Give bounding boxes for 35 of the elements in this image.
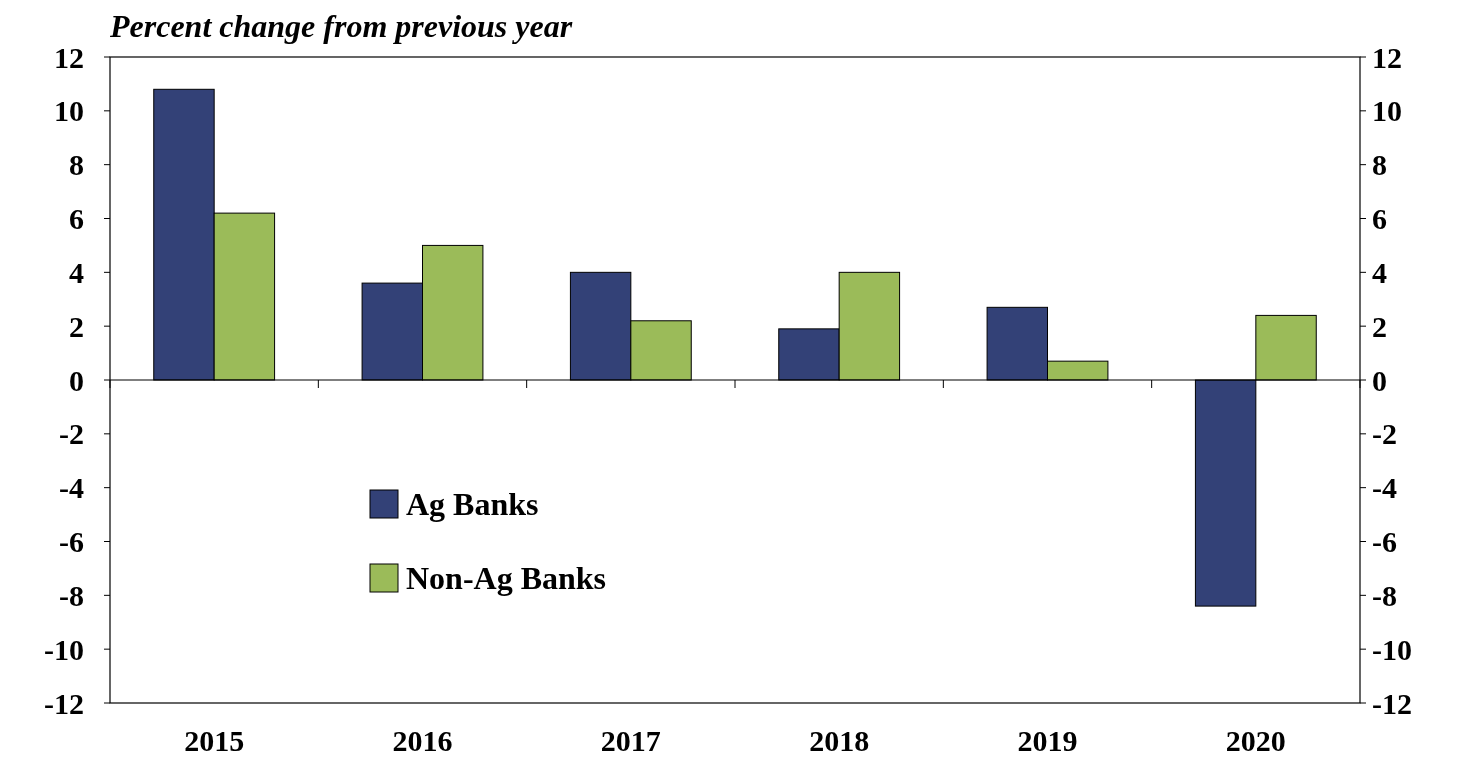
x-tick-label: 2016	[392, 724, 453, 757]
y-tick-label: -2	[59, 417, 84, 451]
y-tick-label: -12	[44, 686, 84, 720]
x-tick-label: 2018	[809, 724, 870, 757]
y-tick-label: -4	[59, 471, 84, 505]
x-tick-label: 2019	[1017, 724, 1078, 757]
x-tick-label: 2017	[600, 724, 661, 757]
chart-title: Percent change from previous year	[109, 8, 573, 44]
y-tick-label: 6	[69, 202, 84, 235]
y-tick-label: 8	[69, 148, 84, 182]
y-tick-label: 10	[54, 94, 84, 128]
y-tick-label: 0	[69, 363, 84, 397]
legend-label: Non-Ag Banks	[406, 560, 607, 597]
y2-tick-label: 8	[1372, 148, 1387, 182]
y2-tick-label: 6	[1372, 202, 1387, 235]
y2-tick-label: 0	[1372, 363, 1387, 397]
y-tick-label: -6	[59, 525, 84, 558]
y-tick-label: 12	[54, 40, 84, 74]
legend-label: Ag Banks	[406, 486, 539, 523]
y2-tick-label: -4	[1372, 471, 1397, 505]
x-tick-label: 2020	[1225, 724, 1286, 757]
y2-tick-label: -2	[1372, 417, 1397, 451]
y2-tick-label: 10	[1372, 94, 1402, 128]
y2-tick-label: -6	[1372, 525, 1397, 558]
y-tick-label: 4	[69, 255, 84, 289]
y-tick-label: -10	[44, 632, 84, 666]
y2-tick-label: -8	[1372, 578, 1397, 612]
y-tick-label: -8	[59, 578, 84, 612]
y-tick-label: 2	[69, 309, 84, 343]
y2-tick-label: 2	[1372, 309, 1387, 343]
x-tick-label: 2015	[184, 724, 245, 757]
y2-tick-label: 4	[1372, 255, 1387, 289]
y2-tick-label: 12	[1372, 40, 1402, 74]
y2-tick-label: -10	[1372, 632, 1412, 666]
y2-tick-label: -12	[1372, 686, 1412, 720]
